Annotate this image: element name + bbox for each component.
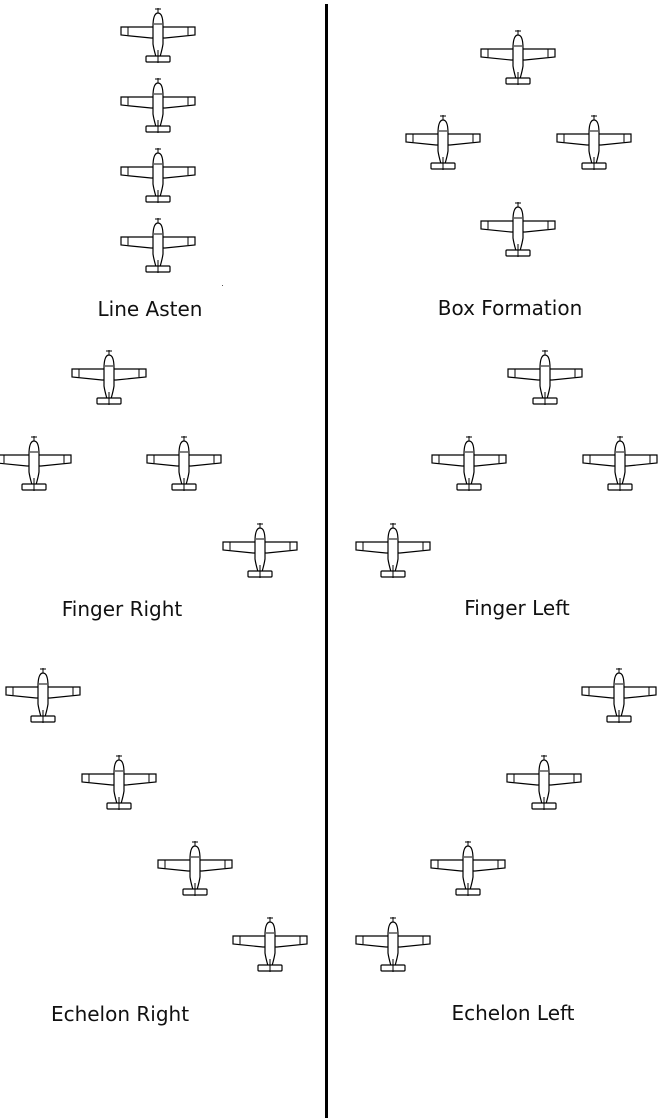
airplane-top-view-echelon-right-2-icon	[81, 754, 157, 811]
airplane-top-view-echelon-left-1-icon	[581, 667, 657, 724]
airplane-top-view-finger-right-3-icon	[146, 435, 222, 492]
formation-label-echelon-right: Echelon Right	[50, 1002, 190, 1026]
airplane-top-view-finger-left-3-icon	[582, 435, 658, 492]
airplane-top-view-line-asten-2-icon	[120, 77, 196, 134]
airplane-top-view-finger-right-2-icon	[0, 435, 72, 492]
airplane-top-view-box-formation-1-icon	[480, 29, 556, 86]
airplane-top-view-line-asten-1-icon	[120, 7, 196, 64]
vertical-divider	[325, 4, 328, 1118]
airplane-top-view-finger-right-4-icon	[222, 522, 298, 579]
airplane-top-view-echelon-left-2-icon	[506, 754, 582, 811]
airplane-top-view-echelon-right-3-icon	[157, 840, 233, 897]
formation-label-echelon-left: Echelon Left	[451, 1001, 575, 1025]
airplane-top-view-echelon-right-4-icon	[232, 916, 308, 973]
airplane-top-view-echelon-left-4-icon	[355, 916, 431, 973]
stray-dot	[222, 285, 223, 286]
formation-label-finger-left: Finger Left	[464, 596, 570, 620]
airplane-top-view-line-asten-3-icon	[120, 147, 196, 204]
airplane-top-view-line-asten-4-icon	[120, 217, 196, 274]
formation-label-box-formation: Box Formation	[437, 296, 583, 320]
airplane-top-view-box-formation-2-icon	[405, 114, 481, 171]
airplane-top-view-echelon-right-1-icon	[5, 667, 81, 724]
formation-label-line-asten: Line Asten	[97, 297, 203, 321]
airplane-top-view-box-formation-4-icon	[480, 201, 556, 258]
airplane-top-view-finger-left-1-icon	[507, 349, 583, 406]
airplane-top-view-box-formation-3-icon	[556, 114, 632, 171]
airplane-top-view-finger-left-4-icon	[355, 522, 431, 579]
airplane-top-view-echelon-left-3-icon	[430, 840, 506, 897]
airplane-top-view-finger-right-1-icon	[71, 349, 147, 406]
formation-label-finger-right: Finger Right	[61, 597, 183, 621]
airplane-top-view-finger-left-2-icon	[431, 435, 507, 492]
